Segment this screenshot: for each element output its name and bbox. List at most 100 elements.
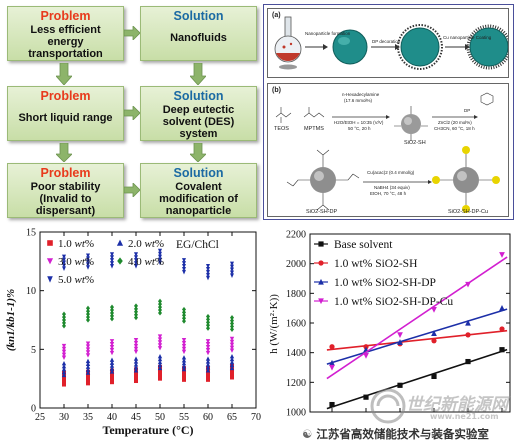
data-point — [85, 350, 91, 355]
series-line — [326, 308, 508, 365]
y-tick-label: 1800 — [286, 289, 306, 300]
data-point — [85, 367, 91, 372]
data-point — [133, 343, 139, 349]
data-point — [230, 372, 234, 377]
data-point — [431, 338, 437, 344]
solution-box-1: Solution Nanofluids — [140, 6, 257, 61]
arrow-right-icon — [124, 106, 140, 120]
y-axis-label: (kn1/kb1-1)% — [5, 289, 17, 351]
data-point — [85, 364, 91, 369]
reaction-scheme-graphic — [275, 92, 500, 213]
data-point — [229, 362, 235, 368]
data-point — [134, 379, 138, 384]
data-point — [230, 273, 234, 279]
data-point — [109, 357, 115, 362]
data-point — [397, 339, 403, 345]
data-point — [181, 366, 187, 372]
data-point — [158, 257, 162, 263]
data-point — [206, 272, 210, 278]
data-point — [109, 363, 115, 368]
data-point — [206, 275, 210, 281]
chart-title: EG/ChCl — [176, 239, 219, 251]
data-point — [86, 259, 90, 264]
step-label-1: Nanoparticle formation — [305, 31, 351, 36]
data-point — [205, 339, 211, 344]
data-point — [329, 344, 335, 350]
data-point — [62, 260, 66, 266]
sio2-sh-dp-cu-label: SiO2-SH-DP-Cu — [448, 209, 489, 215]
data-point — [181, 346, 187, 352]
data-point — [229, 348, 235, 353]
data-point — [158, 373, 162, 378]
mptms-label: MPTMS — [304, 126, 324, 132]
legend-marker — [318, 278, 324, 285]
x-tick-label: 35 — [83, 412, 93, 423]
x-tick-label: 70 — [251, 412, 261, 423]
data-point — [85, 361, 91, 366]
problem-heading: Problem — [40, 166, 91, 180]
data-point — [229, 336, 235, 342]
legend-marker — [318, 241, 324, 247]
x-tick-label: 55 — [179, 412, 189, 423]
problem-box-2: Problem Short liquid range — [7, 86, 124, 141]
synthesis-schematic: (a) — [263, 4, 514, 220]
legend-marker — [318, 298, 324, 305]
data-point — [182, 269, 186, 275]
data-point — [206, 371, 210, 376]
solution-heading: Solution — [173, 9, 224, 23]
data-point — [329, 401, 335, 408]
data-point — [397, 332, 403, 338]
data-point — [158, 254, 162, 260]
data-point — [230, 264, 234, 270]
data-point — [205, 359, 211, 364]
heat-transfer-chart: 1000 1200 1400 1600 1800 2000 2200 Base solven… — [268, 230, 511, 419]
y-tick-label: 5 — [31, 345, 36, 356]
legend-label: 5.0 wt% — [58, 274, 94, 286]
data-point — [134, 264, 138, 269]
data-point — [465, 281, 471, 288]
data-point — [62, 254, 66, 260]
data-point — [158, 260, 162, 266]
plot-frame — [39, 231, 257, 409]
legend-marker — [46, 258, 54, 265]
data-point — [62, 266, 66, 271]
legend-marker — [47, 240, 53, 246]
data-point — [465, 319, 471, 326]
data-point — [134, 258, 138, 263]
data-point — [397, 382, 403, 388]
solution-heading: Solution — [173, 166, 224, 180]
data-point — [133, 340, 139, 346]
arrow-right-icon — [124, 183, 140, 197]
data-point — [86, 265, 90, 270]
data-point — [157, 356, 163, 362]
data-point — [182, 377, 186, 382]
y-tick-label: 1600 — [286, 319, 306, 330]
data-point — [85, 347, 91, 352]
data-point — [205, 356, 211, 361]
arrow-down-icon — [190, 143, 206, 162]
data-point — [230, 270, 234, 276]
sio2-sh-label: SiO2-SH — [404, 140, 426, 146]
x-tick-label: 25 — [35, 412, 45, 423]
data-point — [182, 371, 186, 376]
data-point — [205, 344, 211, 350]
data-point — [62, 379, 66, 384]
decorated-nanoparticle-icon — [397, 24, 443, 70]
data-point — [205, 368, 211, 373]
data-point — [206, 266, 210, 272]
data-point — [110, 374, 114, 379]
data-point — [85, 341, 91, 346]
data-point — [109, 350, 115, 356]
data-point — [110, 307, 114, 313]
data-point — [109, 360, 115, 365]
data-point — [62, 263, 66, 269]
data-point — [157, 353, 163, 359]
data-point — [181, 349, 187, 355]
data-point — [431, 307, 437, 313]
data-point — [499, 305, 505, 311]
data-point — [109, 366, 115, 371]
solution-text: Nanofluids — [170, 32, 227, 44]
data-point — [110, 258, 114, 263]
problem-box-3: Problem Poor stability (Invalid to dispe… — [7, 163, 124, 218]
data-point — [134, 255, 138, 260]
